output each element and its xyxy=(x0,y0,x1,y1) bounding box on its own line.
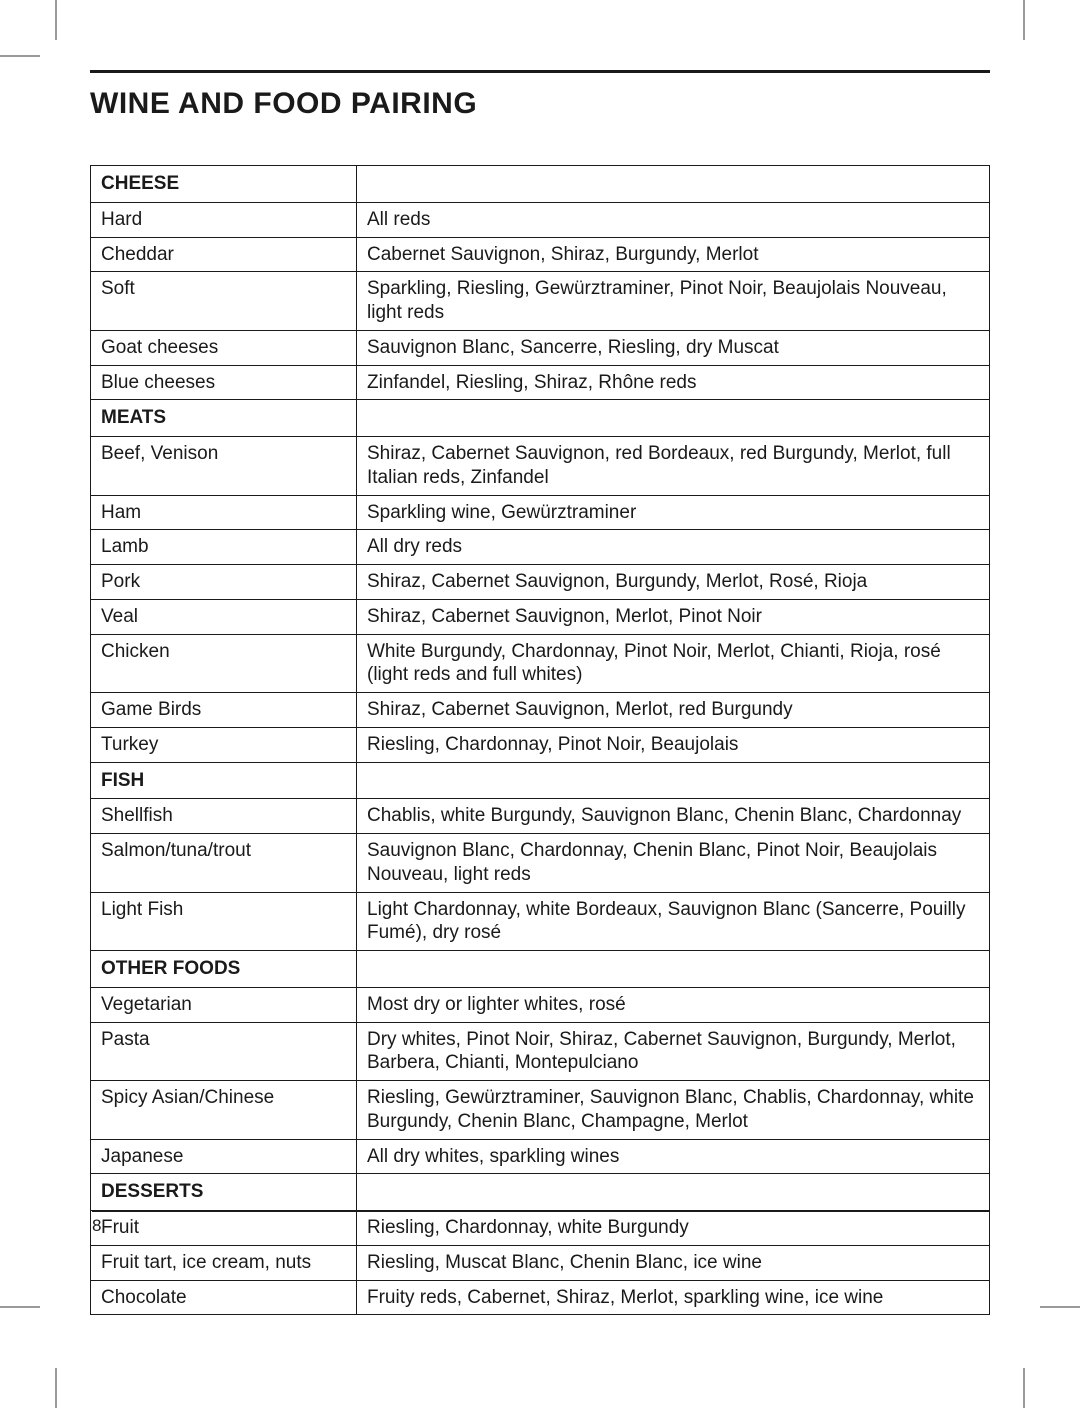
wine-cell: White Burgundy, Chardonnay, Pinot Noir, … xyxy=(357,634,990,693)
food-cell: Light Fish xyxy=(91,892,357,951)
crop-mark xyxy=(1023,1368,1025,1408)
food-cell: Pasta xyxy=(91,1022,357,1081)
table-row: CheddarCabernet Sauvignon, Shiraz, Burgu… xyxy=(91,237,990,272)
title-rule xyxy=(90,70,990,73)
crop-mark xyxy=(1040,1306,1080,1308)
food-cell: Veal xyxy=(91,599,357,634)
section-row: OTHER FOODS xyxy=(91,951,990,988)
food-cell: Lamb xyxy=(91,530,357,565)
section-heading-empty xyxy=(357,400,990,437)
food-cell: Ham xyxy=(91,495,357,530)
table-row: Goat cheesesSauvignon Blanc, Sancerre, R… xyxy=(91,330,990,365)
crop-mark xyxy=(55,0,57,40)
section-heading-empty xyxy=(357,1174,990,1211)
wine-cell: Shiraz, Cabernet Sauvignon, Merlot, red … xyxy=(357,693,990,728)
food-cell: Salmon/tuna/trout xyxy=(91,834,357,893)
table-row: PastaDry whites, Pinot Noir, Shiraz, Cab… xyxy=(91,1022,990,1081)
wine-cell: Shiraz, Cabernet Sauvignon, red Bordeaux… xyxy=(357,437,990,496)
table-row: HamSparkling wine, Gewürztraminer xyxy=(91,495,990,530)
food-cell: Blue cheeses xyxy=(91,365,357,400)
table-row: LambAll dry reds xyxy=(91,530,990,565)
wine-cell: Shiraz, Cabernet Sauvignon, Burgundy, Me… xyxy=(357,565,990,600)
table-row: ChocolateFruity reds, Cabernet, Shiraz, … xyxy=(91,1280,990,1315)
crop-mark xyxy=(0,1306,40,1308)
table-row: Blue cheesesZinfandel, Riesling, Shiraz,… xyxy=(91,365,990,400)
section-row: FISH xyxy=(91,762,990,799)
wine-cell: Sauvignon Blanc, Sancerre, Riesling, dry… xyxy=(357,330,990,365)
table-row: Light FishLight Chardonnay, white Bordea… xyxy=(91,892,990,951)
table-row: ChickenWhite Burgundy, Chardonnay, Pinot… xyxy=(91,634,990,693)
food-cell: Fruit tart, ice cream, nuts xyxy=(91,1245,357,1280)
food-cell: Japanese xyxy=(91,1139,357,1174)
section-heading: MEATS xyxy=(91,400,357,437)
table-row: SoftSparkling, Riesling, Gewürztraminer,… xyxy=(91,272,990,331)
page-number: 8 xyxy=(92,1211,990,1236)
section-row: MEATS xyxy=(91,400,990,437)
section-heading: DESSERTS xyxy=(91,1174,357,1211)
wine-cell: Sauvignon Blanc, Chardonnay, Chenin Blan… xyxy=(357,834,990,893)
section-heading-empty xyxy=(357,166,990,203)
table-row: HardAll reds xyxy=(91,202,990,237)
wine-cell: Riesling, Chardonnay, Pinot Noir, Beaujo… xyxy=(357,727,990,762)
section-heading: FISH xyxy=(91,762,357,799)
table-row: VealShiraz, Cabernet Sauvignon, Merlot, … xyxy=(91,599,990,634)
pairing-table: CHEESEHardAll redsCheddarCabernet Sauvig… xyxy=(90,165,990,1315)
wine-cell: Zinfandel, Riesling, Shiraz, Rhône reds xyxy=(357,365,990,400)
section-heading-empty xyxy=(357,762,990,799)
wine-cell: All dry whites, sparkling wines xyxy=(357,1139,990,1174)
food-cell: Soft xyxy=(91,272,357,331)
table-row: PorkShiraz, Cabernet Sauvignon, Burgundy… xyxy=(91,565,990,600)
food-cell: Goat cheeses xyxy=(91,330,357,365)
section-row: CHEESE xyxy=(91,166,990,203)
table-row: JapaneseAll dry whites, sparkling wines xyxy=(91,1139,990,1174)
table-row: Salmon/tuna/troutSauvignon Blanc, Chardo… xyxy=(91,834,990,893)
food-cell: Hard xyxy=(91,202,357,237)
section-heading: CHEESE xyxy=(91,166,357,203)
section-heading: OTHER FOODS xyxy=(91,951,357,988)
food-cell: Pork xyxy=(91,565,357,600)
food-cell: Chocolate xyxy=(91,1280,357,1315)
food-cell: Turkey xyxy=(91,727,357,762)
wine-cell: Riesling, Muscat Blanc, Chenin Blanc, ic… xyxy=(357,1245,990,1280)
food-cell: Spicy Asian/Chinese xyxy=(91,1081,357,1140)
wine-cell: Chablis, white Burgundy, Sauvignon Blanc… xyxy=(357,799,990,834)
wine-cell: Sparkling wine, Gewürztraminer xyxy=(357,495,990,530)
document-page: WINE AND FOOD PAIRING CHEESEHardAll reds… xyxy=(0,0,1080,1408)
table-row: ShellfishChablis, white Burgundy, Sauvig… xyxy=(91,799,990,834)
wine-cell: Riesling, Gewürztraminer, Sauvignon Blan… xyxy=(357,1081,990,1140)
food-cell: Game Birds xyxy=(91,693,357,728)
wine-cell: Fruity reds, Cabernet, Shiraz, Merlot, s… xyxy=(357,1280,990,1315)
crop-mark xyxy=(55,1368,57,1408)
wine-cell: Cabernet Sauvignon, Shiraz, Burgundy, Me… xyxy=(357,237,990,272)
table-row: Fruit tart, ice cream, nutsRiesling, Mus… xyxy=(91,1245,990,1280)
food-cell: Chicken xyxy=(91,634,357,693)
food-cell: Beef, Venison xyxy=(91,437,357,496)
section-heading-empty xyxy=(357,951,990,988)
page-title: WINE AND FOOD PAIRING xyxy=(90,87,990,121)
table-row: VegetarianMost dry or lighter whites, ro… xyxy=(91,987,990,1022)
wine-cell: Most dry or lighter whites, rosé xyxy=(357,987,990,1022)
table-row: Game BirdsShiraz, Cabernet Sauvignon, Me… xyxy=(91,693,990,728)
section-row: DESSERTS xyxy=(91,1174,990,1211)
crop-mark xyxy=(0,55,40,57)
wine-cell: Light Chardonnay, white Bordeaux, Sauvig… xyxy=(357,892,990,951)
wine-cell: Sparkling, Riesling, Gewürztraminer, Pin… xyxy=(357,272,990,331)
wine-cell: All reds xyxy=(357,202,990,237)
table-row: TurkeyRiesling, Chardonnay, Pinot Noir, … xyxy=(91,727,990,762)
wine-cell: Shiraz, Cabernet Sauvignon, Merlot, Pino… xyxy=(357,599,990,634)
food-cell: Cheddar xyxy=(91,237,357,272)
wine-cell: All dry reds xyxy=(357,530,990,565)
pairing-table-body: CHEESEHardAll redsCheddarCabernet Sauvig… xyxy=(91,166,990,1315)
food-cell: Vegetarian xyxy=(91,987,357,1022)
crop-mark xyxy=(1023,0,1025,40)
wine-cell: Dry whites, Pinot Noir, Shiraz, Cabernet… xyxy=(357,1022,990,1081)
food-cell: Shellfish xyxy=(91,799,357,834)
table-row: Spicy Asian/ChineseRiesling, Gewürztrami… xyxy=(91,1081,990,1140)
table-row: Beef, VenisonShiraz, Cabernet Sauvignon,… xyxy=(91,437,990,496)
